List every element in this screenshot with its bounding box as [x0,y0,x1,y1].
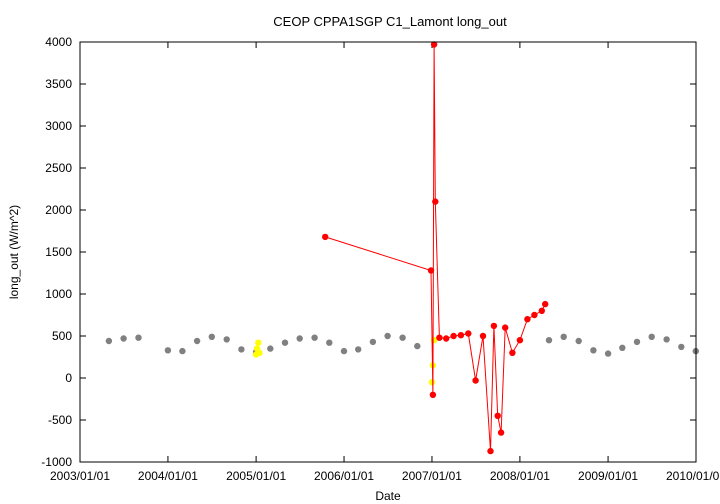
data-point [384,332,391,340]
data-point [281,339,289,346]
data-point [208,333,215,340]
y-tick-label: 1000 [45,287,72,301]
x-tick-label: 2004/01/01 [138,469,198,483]
y-tick-label: -500 [48,413,72,427]
data-point [164,347,172,354]
data-point [120,335,127,342]
data-point [457,332,465,339]
data-point [648,333,655,340]
chart-title: CEOP CPPA1SGP C1_Lamont long_out [273,14,507,29]
data-point [296,335,303,342]
data-point [633,338,641,346]
data-point [105,337,113,345]
data-point [267,345,274,352]
data-point [414,342,421,350]
y-tick-label: 500 [52,329,72,343]
data-point [450,332,457,340]
data-point [399,334,406,341]
x-axis-label: Date [375,489,401,503]
x-tick-label: 2007/01/01 [402,469,462,483]
axis-ticks: -1000 -500 0 500 1000 1500 2000 2500 3000 3500 400… [41,35,720,483]
data-point [619,344,626,351]
data-point [223,336,230,343]
y-tick-label: 4000 [45,35,72,49]
data-point [443,335,450,342]
y-axis-label: long_out (W/m^2) [7,205,21,299]
y-tick-label: 0 [65,371,72,385]
data-point [490,322,498,330]
x-tick-label: 2005/01/01 [226,469,286,483]
data-points [105,41,699,455]
data-point [497,429,505,436]
data-point [538,307,545,314]
data-point [179,347,186,355]
data-point [255,339,262,346]
data-point [432,198,439,205]
data-point [575,337,582,345]
series-2 [322,41,549,455]
data-point [494,412,501,419]
data-point [326,339,333,346]
data-point [369,338,377,346]
data-point [355,346,362,353]
data-point [487,447,494,455]
data-point [678,343,685,351]
data-point [429,391,437,398]
data-point [663,336,670,343]
data-point [479,332,487,340]
data-point [340,347,348,355]
y-tick-label: 3000 [45,119,72,133]
x-tick-label: 2010/01/01 [666,469,720,483]
data-point [311,334,318,341]
x-tick-label: 2009/01/01 [578,469,638,483]
series-0 [105,332,699,357]
y-tick-label: 1500 [45,245,72,259]
data-point [430,41,438,48]
plot-frame [79,41,697,463]
data-point [531,311,538,319]
data-point [590,347,597,354]
y-tick-label: -1000 [41,455,72,469]
series-line [325,44,546,452]
x-tick-label: 2008/01/01 [490,469,550,483]
data-point [427,267,435,274]
data-point [436,334,443,341]
data-point [524,316,531,323]
data-point [238,346,245,353]
data-point [465,330,472,337]
data-point [472,377,479,384]
data-point [256,349,263,356]
data-point [545,337,553,344]
y-tick-label: 2500 [45,161,72,175]
data-point [542,300,549,308]
data-point [502,324,509,331]
x-tick-label: 2003/01/01 [50,469,110,483]
data-point [560,333,567,340]
data-point [135,334,142,341]
series-1 [252,337,438,386]
data-point [193,337,201,345]
data-point [516,337,524,344]
data-point [604,350,612,357]
data-point [428,379,436,386]
x-tick-label: 2006/01/01 [314,469,374,483]
data-point [509,349,516,356]
y-tick-label: 3500 [45,77,72,91]
data-point [322,233,329,241]
y-tick-label: 2000 [45,203,72,217]
